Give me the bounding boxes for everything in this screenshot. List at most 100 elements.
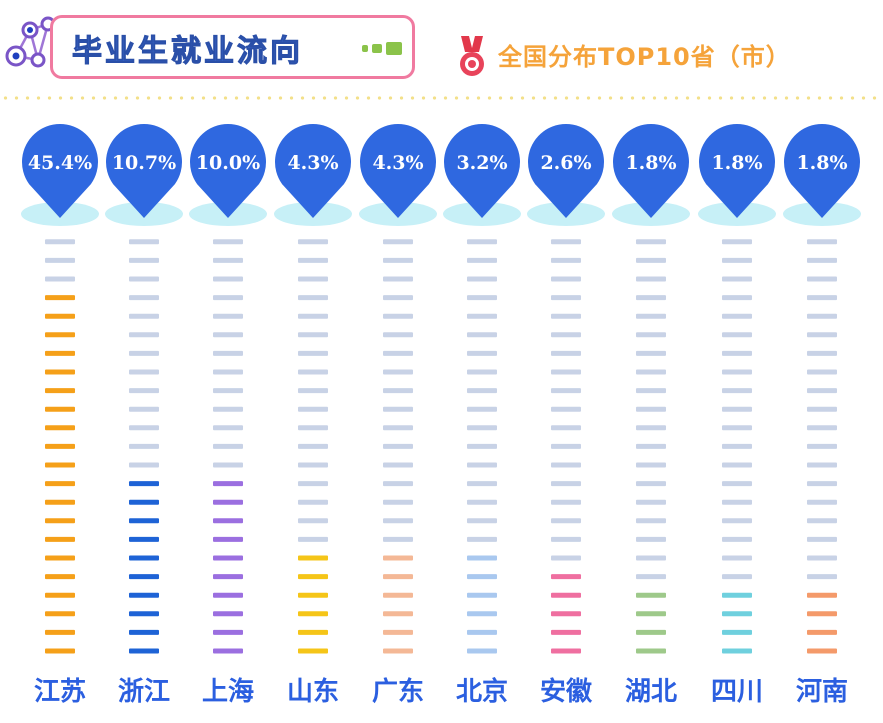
track-segment (383, 536, 413, 542)
track-segment (213, 425, 243, 431)
category-label: 江苏 (34, 677, 86, 707)
bar-segment (551, 648, 581, 654)
track-segment (722, 239, 752, 245)
bar-segment (467, 611, 497, 617)
bar-segment (45, 592, 75, 598)
bar-segment (45, 388, 75, 394)
dotted-divider (0, 96, 883, 100)
bar-segment (45, 350, 75, 356)
track-segment (722, 388, 752, 394)
bar-segment (213, 555, 243, 561)
track-segment (213, 388, 243, 394)
bar-segment (636, 611, 666, 617)
track-segment (807, 536, 837, 542)
bar-segment (467, 555, 497, 561)
track-segment (807, 555, 837, 561)
track-segment (383, 443, 413, 449)
track-segment (551, 555, 581, 561)
track-segment (298, 332, 328, 338)
track-segment (383, 499, 413, 505)
bar-segment (467, 629, 497, 635)
track-segment (636, 276, 666, 282)
bar-segment (45, 611, 75, 617)
value-label: 1.8% (711, 152, 762, 174)
bar-segment (129, 499, 159, 505)
bar-segment (636, 648, 666, 654)
track-segment (213, 443, 243, 449)
bar-segment (551, 611, 581, 617)
bar-segment (722, 611, 752, 617)
track-segment (807, 332, 837, 338)
track-segment (551, 536, 581, 542)
track-segment (722, 518, 752, 524)
track-segment (636, 462, 666, 468)
value-label: 3.2% (456, 152, 507, 174)
bar-segment (213, 481, 243, 487)
track-segment (551, 462, 581, 468)
track-segment (129, 350, 159, 356)
medal-icon (455, 36, 489, 84)
bar-segment (213, 574, 243, 580)
track-segment (807, 369, 837, 375)
track-segment (807, 276, 837, 282)
track-segment (636, 443, 666, 449)
track-segment (551, 443, 581, 449)
track-segment (807, 518, 837, 524)
track-segment (807, 481, 837, 487)
bar-segment (45, 481, 75, 487)
bar-segment (807, 629, 837, 635)
track-segment (722, 481, 752, 487)
track-segment (129, 406, 159, 412)
value-marker-江苏 (22, 124, 99, 218)
track-segment (298, 257, 328, 263)
bar-segment (467, 648, 497, 654)
bar-segment (551, 574, 581, 580)
track-segment (467, 350, 497, 356)
bar-segment (45, 406, 75, 412)
track-segment (45, 257, 75, 263)
track-segment (383, 332, 413, 338)
track-segment (551, 350, 581, 356)
track-segment (807, 406, 837, 412)
track-segment (213, 276, 243, 282)
category-label: 广东 (372, 676, 424, 707)
track-segment (129, 276, 159, 282)
track-segment (213, 332, 243, 338)
track-segment (467, 462, 497, 468)
track-segment (383, 350, 413, 356)
track-segment (636, 425, 666, 431)
bar-segment (129, 481, 159, 487)
track-segment (807, 425, 837, 431)
bar-segment (213, 629, 243, 635)
bar-segment (298, 592, 328, 598)
bar-segment (45, 425, 75, 431)
track-segment (551, 257, 581, 263)
track-segment (722, 555, 752, 561)
track-segment (636, 350, 666, 356)
track-segment (722, 295, 752, 301)
track-segment (807, 443, 837, 449)
track-segment (213, 295, 243, 301)
track-segment (551, 518, 581, 524)
track-segment (298, 499, 328, 505)
track-segment (467, 239, 497, 245)
bar-segment (636, 592, 666, 598)
track-segment (467, 257, 497, 263)
category-label: 四川 (711, 677, 763, 707)
value-marker-四川 (699, 124, 775, 218)
track-segment (551, 425, 581, 431)
bar-segment (45, 443, 75, 449)
bar-segment (383, 574, 413, 580)
category-label: 浙江 (118, 677, 170, 707)
track-segment (298, 295, 328, 301)
bar-segment (213, 518, 243, 524)
value-marker-山东 (275, 124, 352, 218)
track-segment (383, 276, 413, 282)
track-segment (467, 443, 497, 449)
bar-segment (298, 629, 328, 635)
track-segment (636, 332, 666, 338)
category-label: 北京 (456, 676, 508, 707)
value-label: 1.8% (796, 152, 847, 174)
track-segment (636, 257, 666, 263)
track-segment (383, 295, 413, 301)
